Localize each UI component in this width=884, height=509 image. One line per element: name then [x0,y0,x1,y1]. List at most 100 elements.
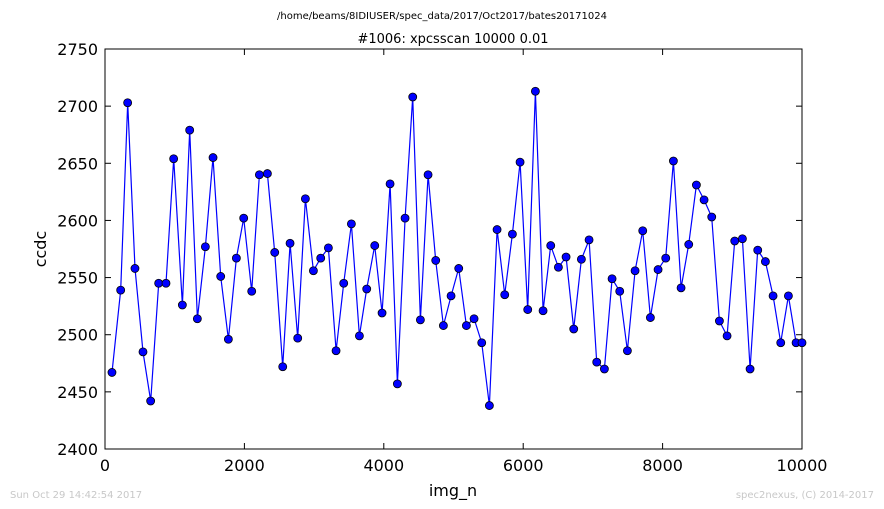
data-point [316,253,326,263]
file-path: /home/beams/8IDIUSER/spec_data/2017/Oct2… [277,11,607,22]
footer-credit: spec2nexus, (C) 2014-2017 [736,490,874,501]
data-point [684,240,694,249]
y-tick-label: 2750 [57,40,98,59]
data-point [784,291,793,301]
footer-timestamp: Sun Oct 29 14:42:54 2017 [10,490,142,501]
data-point [630,266,640,276]
data-point [278,362,288,372]
y-tick-label: 2650 [57,154,98,173]
data-point [477,338,487,348]
data-point [130,264,140,273]
data-point [123,98,133,108]
data-point [546,241,556,250]
x-tick-label: 0 [100,456,110,475]
data-point [615,286,625,296]
y-axis-label: ccdc [31,231,50,268]
data-point [192,314,202,324]
data-point [707,212,717,222]
data-point [185,125,195,135]
data-point [730,236,740,246]
data-point [309,266,318,276]
data-point [623,346,632,356]
data-point [715,316,724,326]
data-point [408,92,418,102]
data-point [423,170,433,180]
data-point [300,194,310,204]
data-point [500,290,510,300]
y-tick-label: 2550 [57,269,98,288]
data-point [116,285,126,295]
data-point [738,234,747,244]
data-point [431,256,441,265]
y-tick-label: 2450 [57,383,98,402]
data-point [600,364,609,374]
data-point [461,321,471,330]
data-point [669,156,678,166]
data-point [761,257,770,266]
plot-area [104,48,803,450]
data-point [753,245,763,255]
x-tick-label: 2000 [224,456,265,475]
data-point [646,313,655,322]
data-point [208,153,218,162]
axis-ticks [104,48,803,450]
data-point [146,396,156,406]
data-point [270,248,280,257]
data-point [768,291,778,301]
data-point [154,278,164,288]
data-point [745,364,755,374]
data-point [576,254,586,264]
y-tick-label: 2400 [57,440,98,459]
data-point [530,86,540,96]
data-point [592,357,602,367]
data-point [263,169,272,178]
data-point [722,331,732,341]
chart-title: #1006: xpcsscan 10000 0.01 [357,32,548,47]
data-point [638,226,648,236]
x-tick-label: 4000 [363,456,404,475]
y-tick-label: 2700 [57,97,98,116]
data-point [200,242,210,252]
data-point [138,347,148,357]
data-point [584,235,594,245]
x-axis-label: img_n [429,481,477,501]
data-point [653,265,663,274]
data-point [507,229,517,239]
data-point [247,286,257,296]
data-point [362,284,372,294]
data-point [169,154,179,164]
data-point [107,368,117,377]
x-tick-label: 10000 [777,456,828,475]
data-point [661,253,671,263]
data-point [254,170,264,180]
data-point [285,238,295,248]
x-tick-label: 6000 [503,456,544,475]
data-point [561,252,571,262]
data-point [339,278,349,288]
x-tick-labels: 0 2000 4000 6000 8000 10000 [100,456,828,475]
data-point [797,338,807,348]
data-point [377,308,387,318]
data-point [385,179,395,189]
data-point [346,219,356,229]
data-point [331,346,341,356]
data-point [692,180,701,190]
data-point [370,241,380,250]
data-point [776,338,786,348]
y-tick-label: 2600 [57,211,98,230]
data-point [355,331,364,341]
data-point [161,278,171,288]
data-point [323,243,333,253]
y-tick-labels: 2400 2450 2500 2550 2600 2650 2700 2750 [57,40,98,459]
data-point [239,213,249,223]
data-point [538,306,548,316]
data-point [676,283,686,293]
data-markers [107,86,807,410]
data-point [569,324,579,334]
data-point [177,300,187,310]
x-tick-label: 8000 [642,456,683,475]
data-point [553,262,563,272]
data-point [515,157,525,167]
data-point [392,379,402,389]
